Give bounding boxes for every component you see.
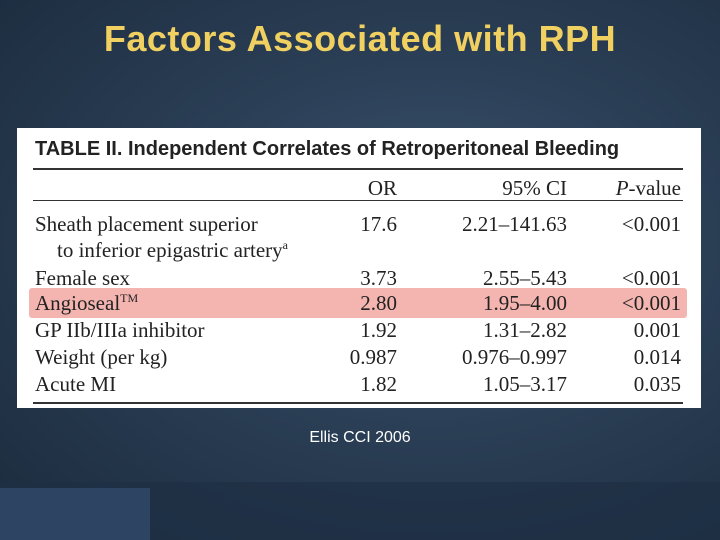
row-or: 1.92 bbox=[360, 318, 397, 342]
row-label: Female sex bbox=[35, 266, 131, 290]
row-or: 3.73 bbox=[360, 266, 397, 290]
table-bottom-rule bbox=[33, 402, 683, 404]
row-ci: 2.55–5.43 bbox=[483, 266, 567, 290]
row-p-value: <0.001 bbox=[621, 266, 681, 290]
row-label: Weight (per kg) bbox=[35, 345, 168, 369]
row-or: 2.80 bbox=[360, 291, 397, 315]
row-ci: 1.05–3.17 bbox=[483, 372, 567, 396]
citation: Ellis CCI 2006 bbox=[309, 429, 411, 446]
footnote-marker: a bbox=[282, 238, 288, 252]
table-top-rule bbox=[33, 168, 683, 170]
row-ci: 0.976–0.997 bbox=[462, 345, 567, 369]
p-suffix: -value bbox=[628, 176, 681, 200]
column-header-ci: 95% CI bbox=[502, 176, 567, 200]
row-or: 17.6 bbox=[360, 212, 397, 236]
row-label-continued: to inferior epigastric arterya bbox=[57, 238, 288, 263]
row-label: Sheath placement superior bbox=[35, 212, 258, 236]
row-or: 0.987 bbox=[349, 345, 397, 369]
slide-title: Factors Associated with RPH bbox=[103, 18, 617, 59]
row-p-value: <0.001 bbox=[621, 291, 681, 315]
row-label-text: Angioseal bbox=[35, 291, 121, 315]
row-label-line2: to inferior epigastric artery bbox=[57, 238, 283, 262]
row-p-value: 0.001 bbox=[633, 318, 681, 342]
row-label: GP IIb/IIIa inhibitor bbox=[35, 318, 205, 342]
column-header-p-value: P-value bbox=[561, 176, 681, 201]
row-p-value: 0.014 bbox=[633, 345, 681, 369]
highlighted-row-band bbox=[29, 288, 687, 318]
row-ci: 1.95–4.00 bbox=[483, 291, 567, 315]
row-label: Acute MI bbox=[35, 372, 117, 396]
table-header-rule bbox=[33, 200, 683, 201]
bottom-decor-block bbox=[0, 488, 150, 540]
row-ci: 1.31–2.82 bbox=[483, 318, 567, 342]
row-p-value: 0.035 bbox=[633, 372, 681, 396]
row-label: AngiosealTM bbox=[35, 291, 138, 316]
table-image: TABLE II. Independent Correlates of Retr… bbox=[17, 128, 701, 408]
row-ci: 2.21–141.63 bbox=[462, 212, 567, 236]
table-heading: TABLE II. Independent Correlates of Retr… bbox=[35, 138, 620, 160]
row-or: 1.82 bbox=[360, 372, 397, 396]
row-p-value: <0.001 bbox=[621, 212, 681, 236]
trademark-marker: TM bbox=[120, 291, 139, 305]
p-letter: P bbox=[615, 176, 629, 200]
column-header-or: OR bbox=[367, 176, 397, 200]
